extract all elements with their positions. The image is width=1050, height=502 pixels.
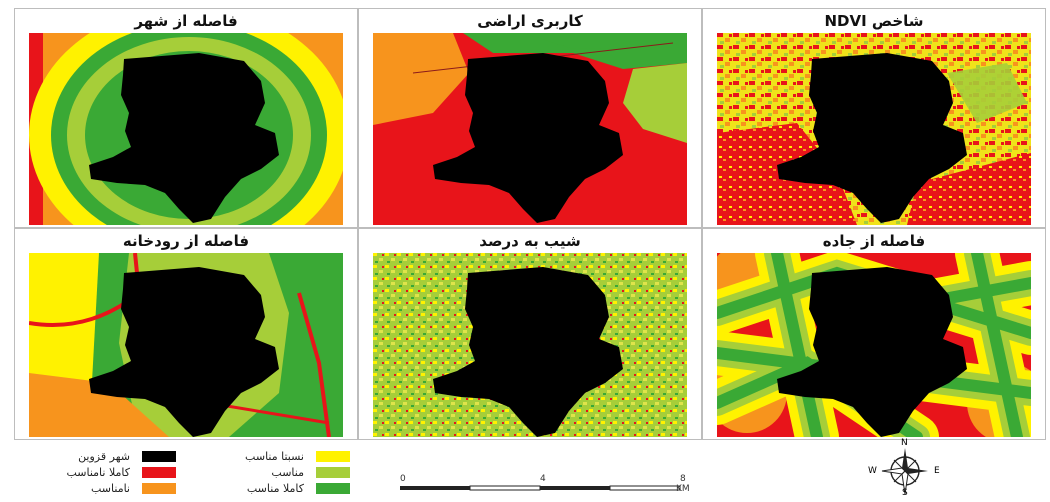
legend-label: شهر قزوین (78, 450, 130, 463)
legend-swatch (316, 467, 350, 478)
scale-tick-label: 4 (540, 474, 546, 484)
legend-label: نسبتا مناسب (245, 450, 304, 463)
scale-unit: KM (676, 484, 690, 494)
north-arrow-compass: N S W E (850, 438, 960, 498)
panel-title: فاصله از شهر (134, 12, 238, 30)
panel-title: شیب به درصد (479, 232, 581, 250)
legend-label: مناسب (271, 466, 304, 479)
map-legend: شهر قزوین کاملا نامناسب نامناسب نسبتا من… (4, 440, 1044, 496)
map-panel-ndvi: شاخص NDVI (702, 8, 1046, 228)
legend-item-moderately-suitable: نسبتا مناسب (200, 450, 350, 464)
map-city-distance (29, 33, 343, 225)
scale-bar-graphic (400, 485, 681, 491)
panel-title: کاربری اراضی (477, 12, 583, 30)
compass-north-label: N (901, 438, 908, 448)
legend-swatch (316, 483, 350, 494)
legend-label: کاملا نامناسب (66, 466, 130, 479)
map-land-use (373, 33, 687, 225)
map-road-distance (717, 253, 1031, 437)
legend-swatch (142, 451, 176, 462)
panel-title: فاصله از جاده (822, 232, 926, 250)
legend-item-suitable: مناسب (200, 466, 350, 480)
legend-swatch (142, 467, 176, 478)
map-panel-slope: شیب به درصد (358, 228, 702, 440)
legend-swatch (142, 483, 176, 494)
panel-title: شاخص NDVI (824, 12, 924, 30)
legend-swatch (316, 451, 350, 462)
panel-title: فاصله از رودخانه (122, 232, 250, 250)
map-panel-river-distance: فاصله از رودخانه (14, 228, 358, 440)
compass-west-label: W (868, 466, 877, 476)
scale-tick-label: 8 (680, 474, 686, 484)
legend-item-unsuitable: نامناسب (26, 482, 176, 496)
legend-item-very-suitable: کاملا مناسب (200, 482, 350, 496)
compass-rose-icon (881, 448, 928, 495)
map-slope (373, 253, 687, 437)
map-river-distance (29, 253, 343, 437)
map-panel-road-distance: فاصله از جاده (702, 228, 1046, 440)
map-panel-land-use: کاربری اراضی (358, 8, 702, 228)
map-ndvi (717, 33, 1031, 225)
scale-bar: 0 4 8 KM (386, 448, 706, 494)
legend-label: کاملا مناسب (246, 482, 304, 495)
scale-tick-label: 0 (400, 474, 406, 484)
compass-east-label: E (934, 466, 940, 476)
compass-south-label: S (902, 488, 908, 498)
map-panel-city-distance: فاصله از شهر (14, 8, 358, 228)
legend-item-city: شهر قزوین (26, 450, 176, 464)
legend-item-very-unsuitable: کاملا نامناسب (26, 466, 176, 480)
legend-label: نامناسب (91, 482, 130, 495)
